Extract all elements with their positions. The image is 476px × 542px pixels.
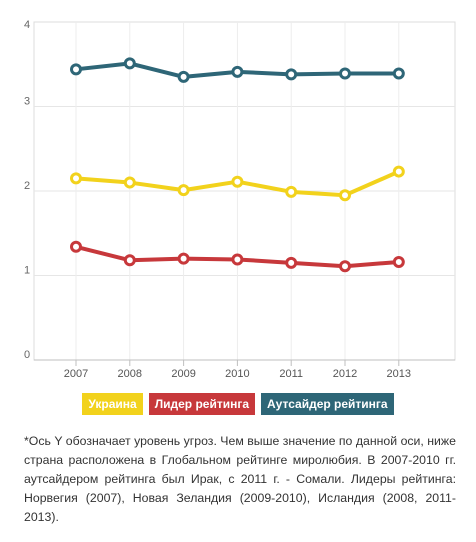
chart-svg: 0 1 2 3 4 2007 2008 2009 2010 2011 2012 2013 (24, 19, 456, 380)
data-point (392, 165, 405, 178)
data-point (123, 254, 136, 267)
data-point (231, 65, 244, 78)
line-chart: 0 1 2 3 4 2007 2008 2009 2010 2011 2012 2013 (24, 19, 456, 380)
x-tick-label: 2011 (279, 368, 303, 380)
data-point (285, 185, 298, 198)
y-tick-label: 1 (24, 265, 30, 277)
data-point (339, 189, 351, 202)
data-point (285, 68, 298, 81)
data-point (231, 253, 244, 266)
x-tick-label: 2013 (387, 368, 411, 380)
data-point (123, 57, 136, 70)
data-point (285, 256, 298, 269)
data-point (392, 67, 405, 80)
x-tick-label: 2012 (333, 368, 357, 380)
data-point (231, 175, 244, 188)
legend-item: Аутсайдер рейтинга (261, 393, 394, 415)
data-point (339, 260, 351, 273)
y-tick-label: 2 (24, 180, 30, 192)
y-tick-label: 3 (24, 96, 30, 108)
legend-item: Украина (82, 393, 143, 415)
data-point (339, 67, 351, 80)
legend-item: Лидер рейтинга (148, 393, 256, 415)
y-tick-label: 4 (24, 19, 30, 31)
data-point (123, 176, 136, 189)
legend: Украина Лидер рейтинга Аутсайдер рейтинга (0, 393, 476, 417)
data-point (70, 172, 82, 185)
x-tick-label: 2009 (171, 368, 195, 380)
footnote: *Ось Y обозначает уровень угроз. Чем выш… (24, 434, 456, 524)
data-point (70, 240, 82, 253)
y-tick-label: 0 (24, 349, 30, 361)
x-tick-label: 2007 (64, 368, 88, 380)
data-point (70, 63, 82, 76)
data-point (177, 70, 190, 83)
data-point (177, 252, 190, 265)
x-tick-label: 2008 (118, 368, 142, 380)
data-point (392, 255, 405, 268)
data-point (177, 184, 190, 197)
x-tick-label: 2010 (225, 368, 249, 380)
